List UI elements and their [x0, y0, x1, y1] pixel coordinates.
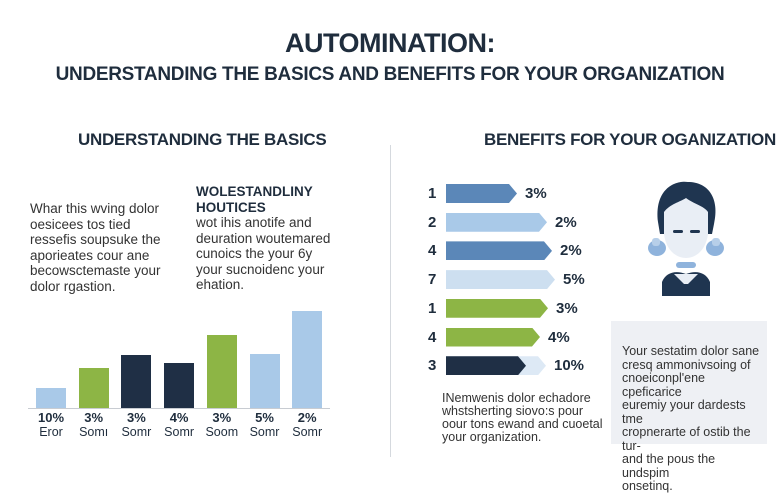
- basics-paragraph: Whar this wving dolor oesicees tos tied …: [30, 201, 161, 294]
- bar-value-label: 2%: [297, 410, 317, 425]
- bar-label: 3% Somı: [74, 410, 114, 440]
- bar-value-label: 2%: [555, 213, 577, 231]
- text-line: oesicees tos tied: [30, 216, 131, 232]
- bar-value-label: 10%: [554, 357, 585, 375]
- subsection-heading: WOLESTANDLINY: [196, 184, 313, 199]
- text-line: dolor rgastion.: [30, 278, 116, 294]
- bar-value-label: 5%: [255, 410, 274, 425]
- text-line: whstsherting siovo:s pour: [442, 404, 584, 418]
- text-line: wot ihis anotife and: [196, 215, 312, 230]
- bar-category-label: Somr: [121, 425, 152, 439]
- bar: [164, 363, 195, 408]
- bar: [249, 354, 280, 408]
- text-line: onsetinq.: [622, 479, 673, 493]
- bar-value-label: 4%: [548, 328, 570, 346]
- benefits-caption: INemwenis dolor echadore whstsherting si…: [442, 392, 603, 444]
- arrow-bar: [446, 213, 547, 232]
- bar-value-label: 3%: [525, 185, 547, 202]
- bar-category-label: Somı: [79, 425, 109, 439]
- text-line: your sucnoidenc your: [196, 261, 325, 277]
- bar-value-label: 3%: [556, 299, 578, 317]
- text-line: oour tons ewand and cuoetal: [442, 417, 603, 431]
- text-line: cunoics the your 6y: [196, 246, 313, 261]
- bar-value-label: 2%: [560, 242, 582, 260]
- bar-category-label: Somr: [249, 425, 280, 439]
- chart-baseline: [28, 408, 330, 409]
- bar-label: 3% Somr: [116, 410, 156, 440]
- text-line: ressefis soupsuke the: [30, 232, 161, 247]
- bar-value-label: 3%: [84, 410, 104, 425]
- robot-assistant-icon: [648, 181, 724, 296]
- subsection-heading: HOUTICES: [196, 199, 266, 215]
- row-number: 2: [428, 213, 437, 231]
- bar-category-label: Somr: [292, 425, 323, 439]
- page-title: AUTOMINATION:: [285, 28, 495, 58]
- arrow-bar: [446, 356, 526, 375]
- bar: [292, 311, 323, 408]
- row-number: 3: [428, 357, 437, 375]
- bar-category-label: Eror: [39, 425, 63, 439]
- text-line: cresq ammonivsoing of: [622, 357, 751, 372]
- row-number: 4: [428, 328, 437, 346]
- text-line: INemwenis dolor echadore: [442, 391, 591, 405]
- row-number: 1: [428, 299, 437, 317]
- bar-value-label: 3%: [212, 410, 232, 425]
- arrow-bar: [446, 328, 540, 347]
- row-number: 7: [428, 271, 437, 289]
- text-line: euremiy your dardests tme: [622, 398, 746, 426]
- right-section-heading: BENEFITS FOR YOUR OGANIZATION: [484, 130, 776, 149]
- page-subtitle: UNDERSTANDING THE BASICS AND BENEFITS FO…: [55, 64, 725, 85]
- arrow-bar: [446, 184, 517, 203]
- text-line: deuration woutemared: [196, 230, 331, 246]
- text-line: cropnerarte of ostib the tur-: [622, 425, 751, 453]
- text-line: aporieates cour ane: [30, 247, 150, 263]
- arrow-bar: [446, 270, 555, 289]
- text-line: becowsctemaste your: [30, 263, 161, 278]
- arrow-bar: [446, 241, 552, 260]
- bar: [121, 355, 152, 408]
- bar-value-label: 10%: [37, 410, 65, 425]
- bar: [36, 388, 66, 408]
- bar: [206, 335, 237, 408]
- bar-label: 3% Soom: [202, 410, 242, 440]
- row-number: 1: [428, 185, 437, 202]
- bar-label: 10% Eror: [31, 410, 71, 440]
- text-line: cnoeiconpl'ene cpeficarice: [622, 371, 706, 399]
- info-box: [611, 321, 767, 444]
- text-line: Whar this wving dolor: [30, 201, 160, 216]
- bar-label: 4% Somr: [159, 410, 199, 440]
- bar-category-label: Soom: [205, 425, 239, 439]
- bar: [78, 368, 109, 408]
- text-line: and the pous the undspim: [622, 452, 716, 480]
- text-line: Your sestatim dolor sane: [622, 344, 760, 358]
- text-line: your organization.: [442, 430, 542, 444]
- bar-value-label: 4%: [169, 410, 189, 425]
- bar-category-label: Somr: [164, 425, 195, 439]
- text-line: ehation.: [196, 277, 245, 292]
- bar-value-label: 5%: [563, 271, 585, 289]
- arrow-bar: [446, 299, 548, 318]
- basics-subsection: WOLESTANDLINY HOUTICES wot ihis anotife …: [196, 184, 330, 293]
- bar-label: 2% Somr: [287, 410, 327, 440]
- bar-label: 5% Somr: [245, 410, 285, 440]
- bar-value-label: 3%: [126, 410, 146, 425]
- left-section-heading: UNDERSTANDING THE BASICS: [78, 130, 327, 149]
- info-box-text: Your sestatim dolor sane cresq ammonivso…: [622, 344, 762, 494]
- row-number: 4: [428, 242, 437, 260]
- section-divider: [390, 145, 391, 457]
